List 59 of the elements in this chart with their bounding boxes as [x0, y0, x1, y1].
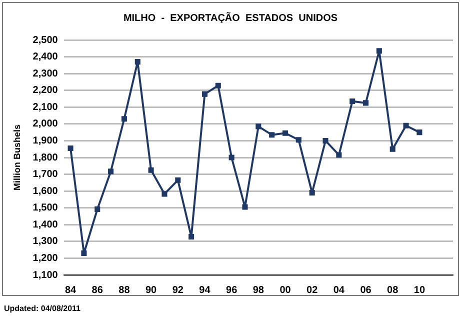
x-tick-label: 88: [118, 284, 130, 296]
point: [390, 146, 396, 152]
point: [188, 234, 194, 240]
x-tick-label: 96: [226, 284, 238, 296]
y-tick-label: 1,100: [32, 270, 58, 281]
point: [134, 59, 140, 65]
x-tick-label: 86: [92, 284, 104, 296]
point: [403, 122, 409, 128]
y-tick-label: 2,200: [32, 85, 58, 96]
y-tick-label: 1,200: [32, 252, 58, 264]
y-tick-label: 1,300: [32, 236, 58, 248]
y-tick-label: 2,000: [32, 118, 58, 130]
y-tick-label: 2,100: [32, 102, 58, 113]
point: [350, 98, 356, 104]
point: [94, 206, 100, 212]
point: [376, 48, 382, 54]
x-tick-label: 94: [199, 284, 211, 296]
point: [148, 167, 154, 173]
x-tick-label: 98: [252, 284, 264, 296]
text: Updated: 04/08/2011: [4, 304, 80, 313]
x-tick-label: 92: [172, 284, 184, 296]
point: [242, 204, 248, 210]
point: [269, 132, 275, 138]
x-tick-label: 84: [64, 284, 77, 296]
point: [121, 116, 127, 122]
point: [162, 191, 168, 197]
x-tick-label: 90: [145, 284, 158, 296]
y-tick-label: 2,300: [32, 68, 58, 80]
x-tick-label: 06: [360, 284, 372, 296]
x-tick-label: 02: [306, 284, 318, 296]
chart-title: MILHO - EXPORTAÇÃO ESTADOS UNIDOS: [123, 12, 338, 24]
point: [202, 91, 208, 97]
point: [416, 130, 422, 136]
y-tick-label: 1,900: [32, 135, 58, 146]
point: [108, 168, 114, 174]
point: [81, 250, 87, 256]
x-tick-label: 10: [414, 284, 426, 296]
x-tick-label: 00: [280, 284, 292, 296]
point: [363, 100, 369, 106]
y-tick-label: 1,500: [32, 202, 58, 214]
y-tick-label: 1,400: [32, 219, 58, 230]
x-tick-label: 08: [387, 284, 399, 296]
y-axis-title: Million Bushels: [12, 124, 22, 191]
point: [228, 154, 234, 160]
y-tick-label: 2,500: [32, 34, 58, 46]
y-tick-label: 1,800: [32, 152, 58, 164]
point: [296, 137, 302, 143]
point: [68, 146, 74, 152]
y-tick-label: 1,600: [32, 186, 58, 197]
point: [309, 190, 315, 196]
point: [282, 130, 288, 136]
point: [215, 82, 221, 88]
y-tick-label: 2,400: [32, 52, 58, 63]
x-tick-label: 04: [333, 284, 345, 296]
point: [336, 152, 342, 158]
point: [322, 138, 328, 144]
point: [256, 124, 262, 130]
point: [175, 177, 181, 183]
y-tick-label: 1,700: [32, 169, 58, 180]
